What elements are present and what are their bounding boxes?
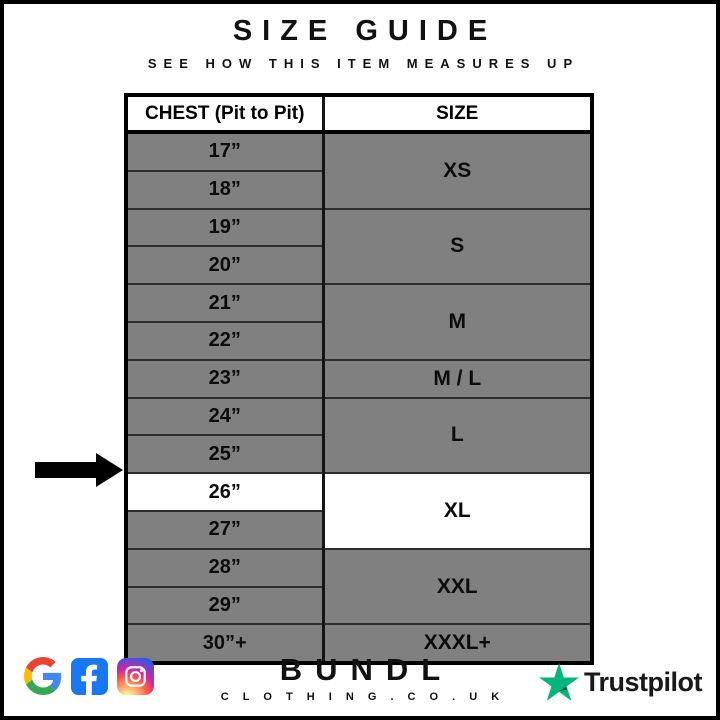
highlight-arrow-icon	[35, 453, 123, 487]
table-row: 29”	[125, 585, 592, 626]
column-header-size: SIZE	[321, 95, 592, 134]
trustpilot-label: Trustpilot	[584, 666, 703, 697]
chest-cell: 18”	[125, 169, 324, 210]
brand-domain: C L O T H I N G . C O . U K	[220, 691, 505, 703]
chest-cell: 30”+	[125, 623, 324, 665]
table-header-row: CHEST (Pit to Pit) SIZE	[126, 95, 592, 134]
instagram-icon	[117, 657, 154, 695]
table-row: 27”	[125, 509, 592, 550]
table-row: 18”	[125, 169, 592, 210]
google-icon	[24, 657, 62, 695]
size-cell: L	[321, 396, 593, 475]
page-subtitle: SEE HOW THIS ITEM MEASURES UP	[147, 56, 580, 71]
trustpilot-star-icon	[539, 663, 579, 701]
column-header-chest: CHEST (Pit to Pit)	[126, 95, 323, 134]
table-row: 30”+ XXXL+	[125, 623, 593, 665]
size-cell: M	[321, 283, 593, 361]
size-cell: M / L	[321, 358, 593, 399]
facebook-icon	[71, 657, 108, 695]
table-row: 26” XL	[125, 472, 593, 550]
size-cell: XS	[321, 131, 593, 210]
chest-cell: 29”	[125, 585, 324, 626]
table-row: 17” XS	[125, 131, 593, 210]
brand-logo: BUNDL C L O T H I N G . C O . U K	[4, 652, 716, 703]
chest-cell: 24”	[125, 396, 324, 437]
table-row: 20”	[125, 245, 592, 286]
social-icons	[24, 657, 154, 695]
chest-cell: 26”	[125, 472, 324, 512]
brand-name: BUNDL	[279, 652, 454, 687]
chest-cell: 20”	[125, 245, 324, 286]
size-cell: S	[321, 207, 593, 286]
table-row: 22”	[125, 320, 592, 361]
size-cell: XL	[321, 472, 593, 550]
chest-cell: 27”	[125, 509, 324, 550]
chest-cell: 23”	[125, 358, 324, 399]
chest-cell: 28”	[125, 547, 324, 588]
table-row: 25”	[125, 434, 592, 475]
chest-cell: 17”	[125, 131, 324, 172]
size-table-body: 17” XS 18” 19” S 20” 21” M 22” 23” M / L 24” L 25” 26”…	[125, 131, 593, 665]
size-cell: XXXL+	[321, 623, 593, 665]
size-guide-table: CHEST (Pit to Pit) SIZE 17” XS 18” 19” S 20” 2…	[124, 93, 594, 666]
chest-cell: 21”	[125, 283, 324, 323]
table-row: 24” L	[125, 396, 593, 475]
table-row: 21” M	[125, 283, 593, 361]
chest-cell: 22”	[125, 320, 324, 361]
table-row: 28” XXL	[125, 547, 593, 626]
trustpilot-logo: Trustpilot	[539, 663, 703, 701]
chest-cell: 25”	[125, 434, 324, 475]
table-row: 23” M / L	[125, 358, 593, 399]
size-cell: XXL	[321, 547, 593, 626]
page-title: SIZE GUIDE	[232, 15, 498, 47]
table-row: 19” S	[125, 207, 593, 286]
chest-cell: 19”	[125, 207, 324, 248]
